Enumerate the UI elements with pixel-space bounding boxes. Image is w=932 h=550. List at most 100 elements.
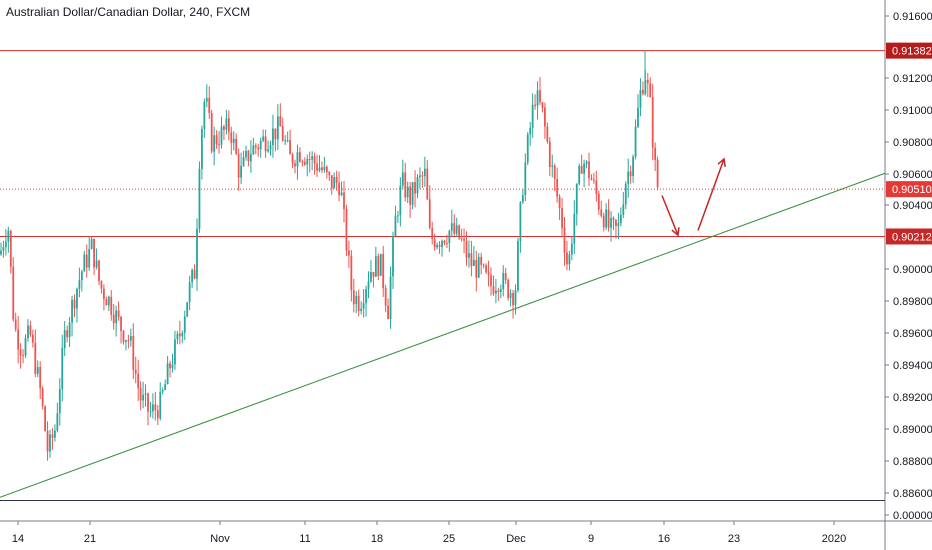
candle-body — [83, 254, 86, 272]
candle-body — [122, 330, 125, 342]
candle-body — [656, 159, 659, 188]
candle-body — [615, 219, 617, 227]
candle-body — [561, 208, 563, 229]
candle-body — [41, 388, 44, 407]
candle-body — [502, 273, 505, 290]
candle-body — [470, 253, 473, 266]
candle-body — [318, 167, 321, 171]
candle-body — [93, 238, 95, 268]
candle-body — [308, 159, 311, 161]
candle-body — [563, 228, 566, 253]
candle-body — [330, 175, 333, 189]
candle-body — [372, 272, 375, 277]
candle-body — [306, 159, 309, 165]
time-axis[interactable]: 14 21 Nov 11 18 25 Dec 9 16 23 2020 — [12, 521, 846, 545]
candle-body — [570, 243, 573, 255]
candle-body — [573, 213, 576, 244]
candle-body — [49, 434, 51, 452]
candle-body — [117, 310, 120, 317]
candle-body — [646, 79, 649, 84]
candle-body — [63, 330, 66, 348]
candle-body — [90, 238, 93, 249]
candle-body — [379, 254, 382, 276]
candle-body — [71, 299, 73, 323]
candle-body — [313, 156, 316, 164]
candle-body — [296, 152, 299, 167]
candle-body — [534, 104, 536, 106]
candle-body — [127, 340, 130, 342]
candle-body — [426, 168, 429, 200]
candle-body — [223, 126, 225, 130]
arrowhead-icon — [671, 227, 680, 237]
candle-body — [311, 156, 314, 160]
candle-body — [624, 184, 627, 205]
price-tick-label: 0.00000 — [893, 510, 932, 522]
price-axis[interactable]: 0.91600 0.91200 0.91000 0.90800 0.90600 0.904… — [885, 11, 932, 522]
candle-body — [612, 218, 615, 220]
candle-body — [183, 316, 186, 333]
candle-body — [414, 182, 416, 194]
candle-body — [401, 172, 404, 186]
candle-body — [36, 367, 39, 374]
candle-body — [529, 127, 532, 135]
candle-body — [590, 178, 593, 180]
candle-body — [605, 209, 608, 228]
candle-body — [215, 135, 218, 145]
candle-body — [0, 250, 2, 255]
candle-body — [27, 325, 29, 339]
candle-body — [323, 166, 326, 171]
candle-body — [76, 288, 78, 309]
candle-body — [132, 336, 135, 370]
time-tick-label: Dec — [506, 533, 526, 545]
price-tick-label: 0.91600 — [893, 11, 932, 23]
candle-body — [51, 434, 54, 438]
candle-body — [382, 254, 385, 289]
candle-body — [281, 126, 284, 141]
candle-body — [365, 289, 367, 304]
candle-body — [208, 97, 211, 114]
candle-body — [622, 204, 625, 215]
candle-body — [406, 186, 409, 198]
candle-body — [333, 177, 336, 189]
price-tick-label: 0.91000 — [893, 105, 932, 117]
candle-body — [438, 244, 441, 247]
candle-body — [321, 167, 323, 171]
candle-body — [247, 150, 250, 162]
candle-body — [257, 147, 260, 150]
candle-body — [56, 413, 59, 431]
support-price-badge — [886, 228, 932, 245]
candle-body — [568, 254, 571, 265]
forecast-arrows[interactable] — [661, 157, 726, 237]
candle-body — [423, 168, 426, 177]
candle-body — [154, 404, 157, 411]
candle-body — [294, 163, 296, 167]
candle-body — [181, 332, 184, 337]
candle-body — [575, 183, 578, 214]
candle-body — [44, 406, 46, 432]
candle-body — [34, 342, 37, 374]
candle-body — [463, 238, 465, 241]
candle-body — [201, 128, 203, 170]
trendline-segment — [0, 172, 886, 498]
candle-body — [58, 389, 61, 414]
price-tick-label: 0.89800 — [893, 296, 932, 308]
candle-body — [548, 141, 551, 167]
candle-body — [517, 240, 519, 291]
trendline[interactable] — [0, 172, 886, 498]
price-tick-label: 0.88800 — [893, 456, 932, 468]
candle-body — [156, 410, 159, 419]
candle-body — [5, 241, 7, 248]
candle-body — [389, 276, 392, 319]
candle-body — [188, 282, 191, 303]
candle-body — [161, 389, 164, 392]
candle-body — [551, 165, 554, 167]
candle-body — [343, 192, 345, 210]
candlestick-series — [0, 50, 659, 461]
candle-body — [431, 227, 434, 240]
candle-body — [637, 107, 639, 127]
candle-body — [284, 140, 287, 142]
price-tick-label: 0.89600 — [893, 328, 932, 340]
candle-body — [112, 314, 115, 324]
